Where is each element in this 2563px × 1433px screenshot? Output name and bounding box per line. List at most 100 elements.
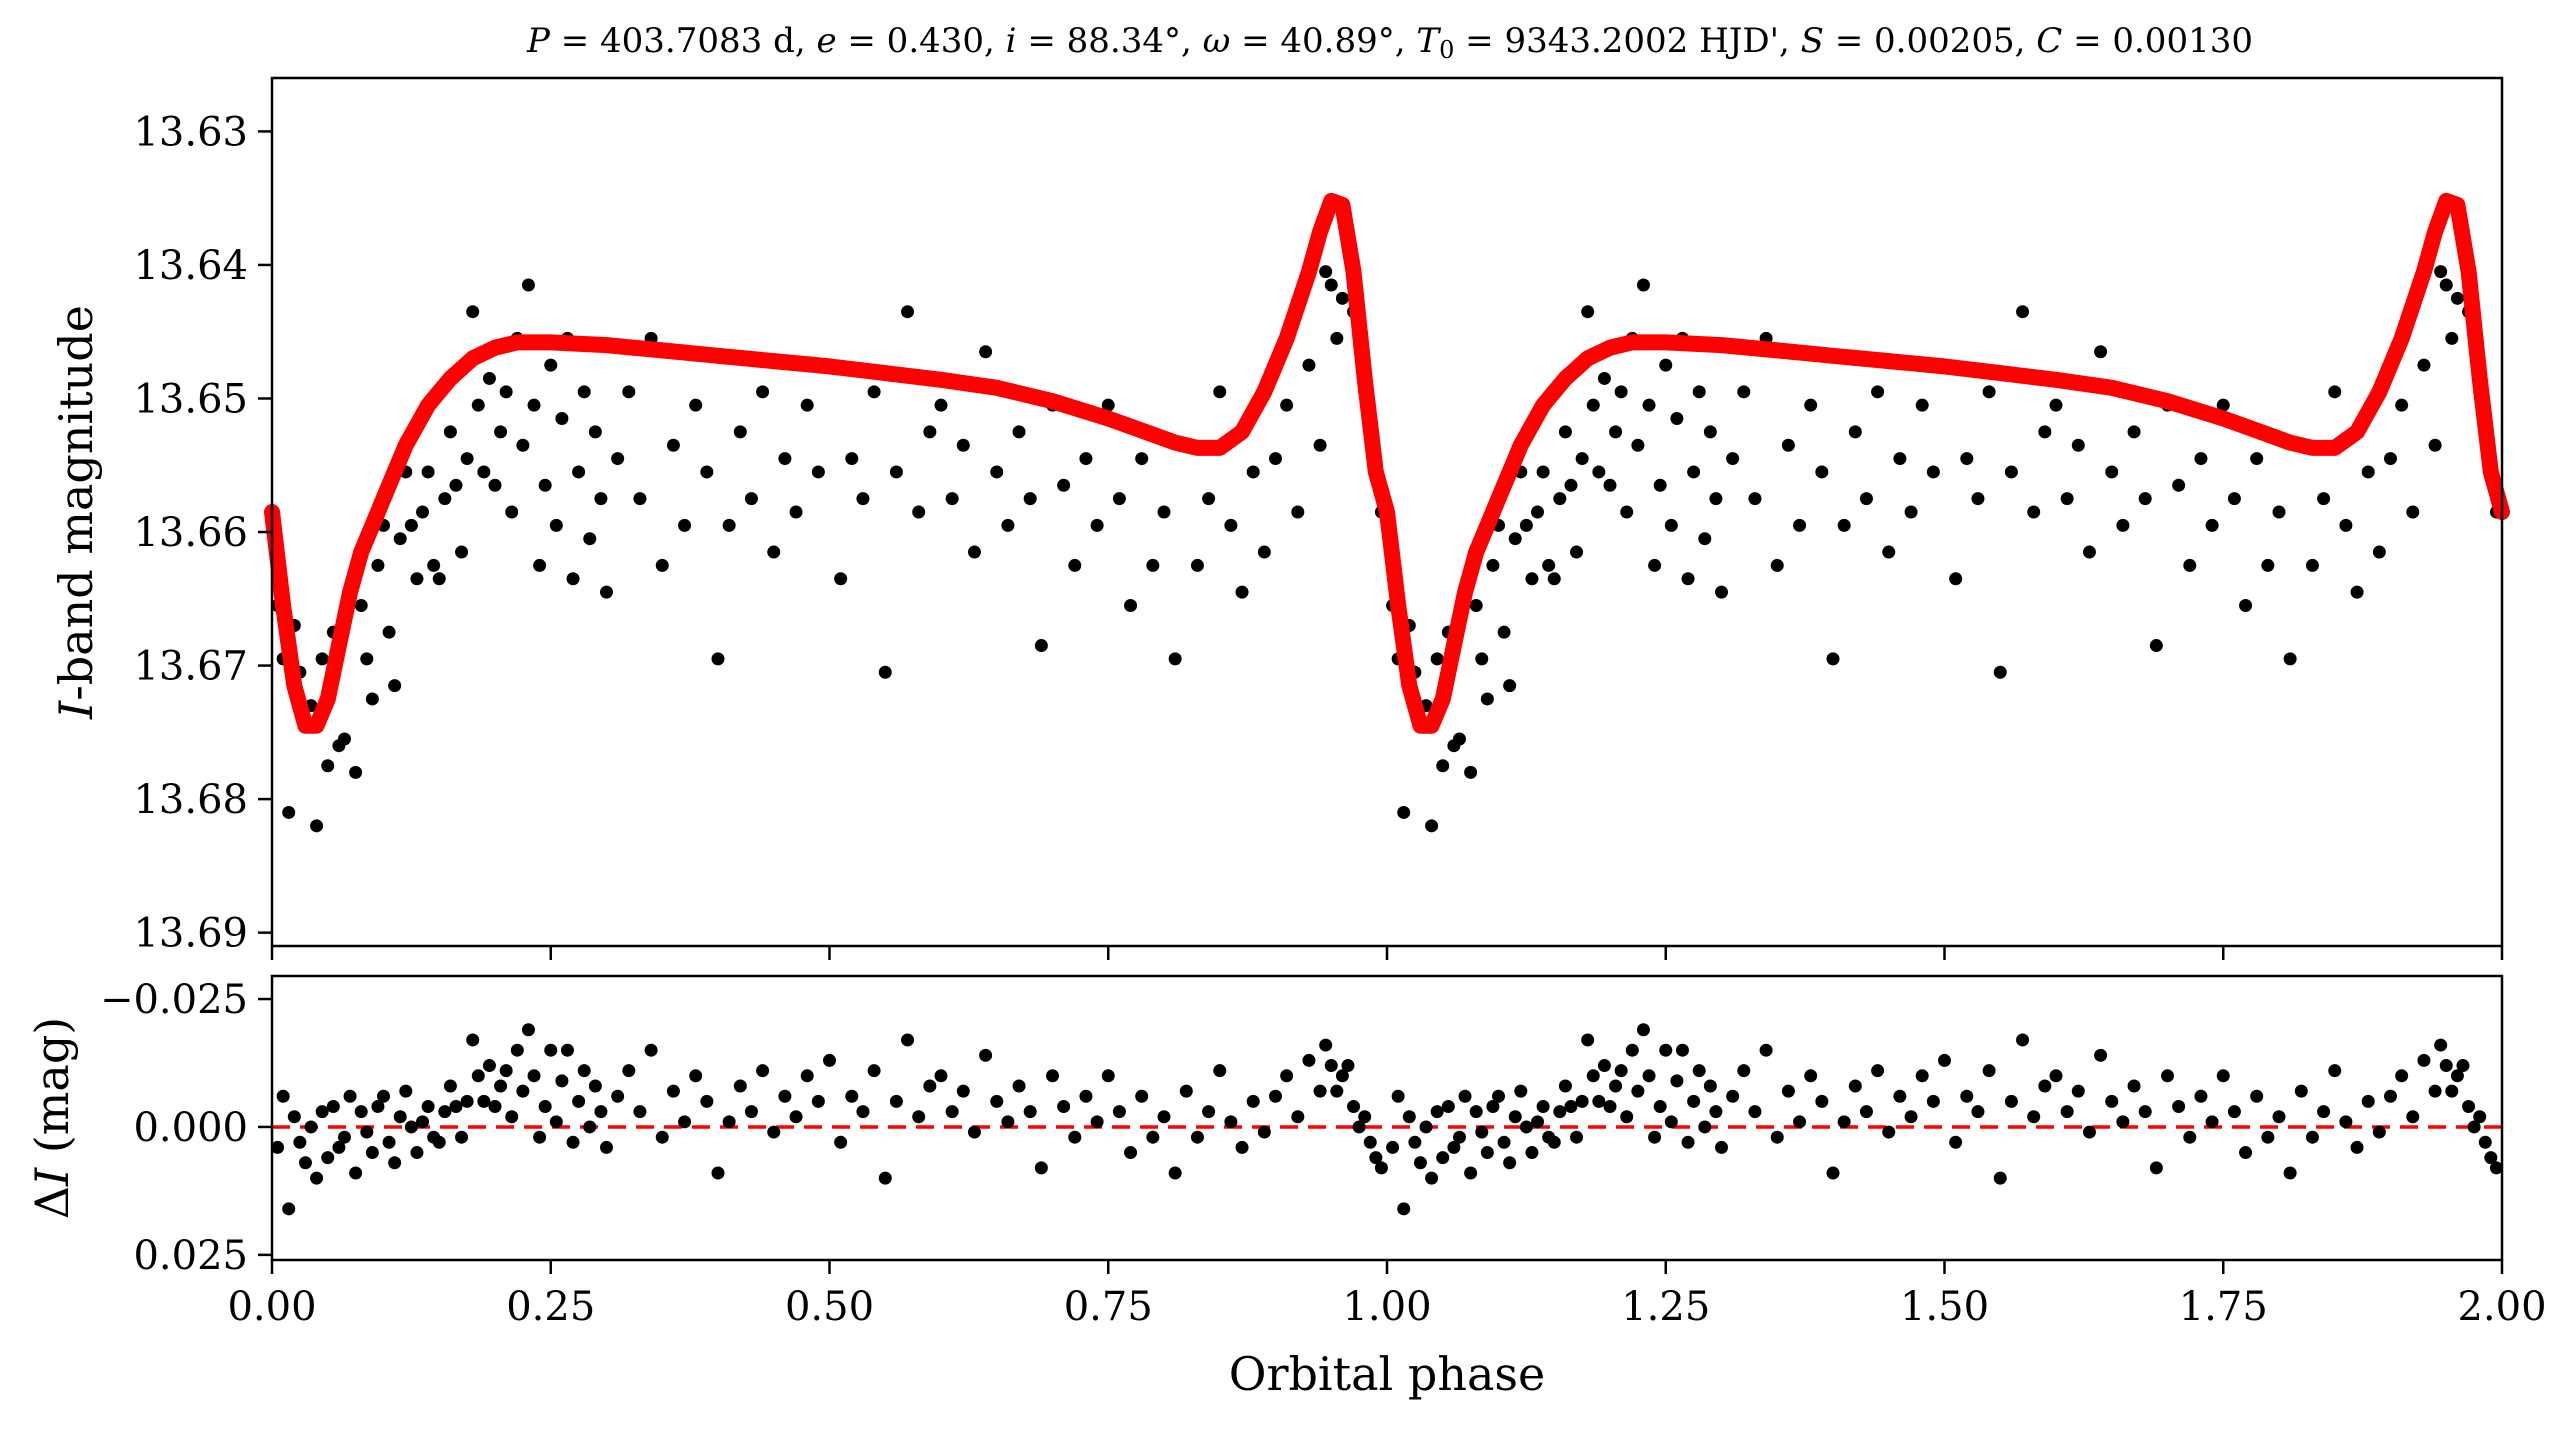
data-point (1770, 558, 1784, 572)
residual-point (1179, 1084, 1193, 1098)
x-tick-label: 0.00 (227, 1284, 316, 1330)
residual-point (1748, 1105, 1762, 1119)
bottom-y-axis-label: ΔI (mag) (25, 1017, 79, 1219)
data-point (354, 598, 368, 612)
residual-point (1848, 1079, 1862, 1093)
residual-point (1369, 1151, 1383, 1165)
residual-point (2350, 1140, 2364, 1154)
data-point (549, 518, 563, 532)
residual-point (572, 1094, 586, 1108)
residual-point (1759, 1043, 1773, 1057)
data-point (421, 465, 435, 479)
x-tick-label: 0.50 (785, 1284, 874, 1330)
residual-point (1564, 1099, 1578, 1113)
residual-point (1648, 1130, 1662, 1144)
residual-point (404, 1120, 418, 1134)
residual-point (1971, 1105, 1985, 1119)
residual-point (1737, 1064, 1751, 1078)
model-curve (264, 192, 2510, 734)
residual-point (2283, 1166, 2297, 1180)
data-point (1425, 819, 1439, 833)
data-point (1653, 478, 1667, 492)
data-point (393, 532, 407, 546)
residual-point (2473, 1110, 2487, 1124)
residual-point (967, 1125, 981, 1139)
data-point (410, 572, 424, 586)
data-point (1313, 438, 1327, 452)
residual-point (393, 1110, 407, 1124)
residual-point (711, 1166, 725, 1180)
y-tick-label: 0.025 (133, 1233, 248, 1279)
data-point (1213, 385, 1227, 399)
residual-point (2462, 1099, 2476, 1113)
residual-point (1374, 1161, 1388, 1175)
data-point (622, 385, 636, 399)
residual-point (923, 1079, 937, 1093)
data-point (1079, 452, 1093, 466)
data-point (2428, 438, 2442, 452)
data-point (1564, 478, 1578, 492)
residual-point (1692, 1064, 1706, 1078)
data-point (1793, 518, 1807, 532)
residual-point (583, 1120, 597, 1134)
residual-point (1441, 1099, 1455, 1113)
data-point (1748, 492, 1762, 506)
residual-point (365, 1146, 379, 1160)
residual-point (1079, 1089, 1093, 1103)
data-point (538, 478, 552, 492)
data-point (1586, 398, 1600, 412)
data-point (1330, 331, 1344, 345)
data-point (1397, 805, 1411, 819)
data-point (2116, 518, 2130, 532)
residual-point (466, 1033, 480, 1047)
residual-point (510, 1043, 524, 1057)
residual-point (505, 1110, 519, 1124)
data-point (733, 425, 747, 439)
residual-point (2317, 1105, 2331, 1119)
residual-point (477, 1094, 491, 1108)
data-point (1224, 518, 1238, 532)
residual-point (371, 1099, 385, 1113)
data-point (1837, 518, 1851, 532)
residual-point (271, 1140, 285, 1154)
residual-point (2417, 1053, 2431, 1067)
data-point (1592, 465, 1606, 479)
data-point (494, 425, 508, 439)
data-point (2283, 652, 2297, 666)
data-point (2339, 518, 2353, 532)
top-x-ticks (270, 946, 2504, 960)
residual-point (2038, 1079, 2052, 1093)
data-point (767, 545, 781, 559)
residual-point (1826, 1166, 1840, 1180)
data-point (1781, 438, 1795, 452)
residual-point (1726, 1089, 1740, 1103)
residual-point (2149, 1161, 2163, 1175)
residual-point (1352, 1120, 1366, 1134)
data-point (1859, 492, 1873, 506)
residual-point (2384, 1089, 2397, 1103)
residual-point (800, 1069, 814, 1083)
residual-point (1597, 1059, 1611, 1073)
data-point (1726, 452, 1740, 466)
data-point (1452, 732, 1466, 746)
data-point (2127, 425, 2141, 439)
residual-point (1447, 1140, 1461, 1154)
x-tick-label: 2.00 (2457, 1284, 2546, 1330)
data-point (2183, 558, 2197, 572)
data-point (901, 305, 915, 319)
residual-point (1257, 1125, 1271, 1139)
residual-point (1703, 1079, 1717, 1093)
residual-point (655, 1130, 669, 1144)
data-point (2272, 505, 2286, 519)
residual-point (1915, 1069, 1929, 1083)
residual-point (298, 1156, 312, 1170)
residual-point (845, 1089, 859, 1103)
data-point (1659, 358, 1673, 372)
data-point (1993, 665, 2007, 679)
data-point (516, 438, 530, 452)
residual-point (2484, 1151, 2498, 1165)
data-point (577, 385, 591, 399)
data-point (1112, 492, 1126, 506)
data-point (1871, 385, 1885, 399)
residual-point (460, 1094, 474, 1108)
